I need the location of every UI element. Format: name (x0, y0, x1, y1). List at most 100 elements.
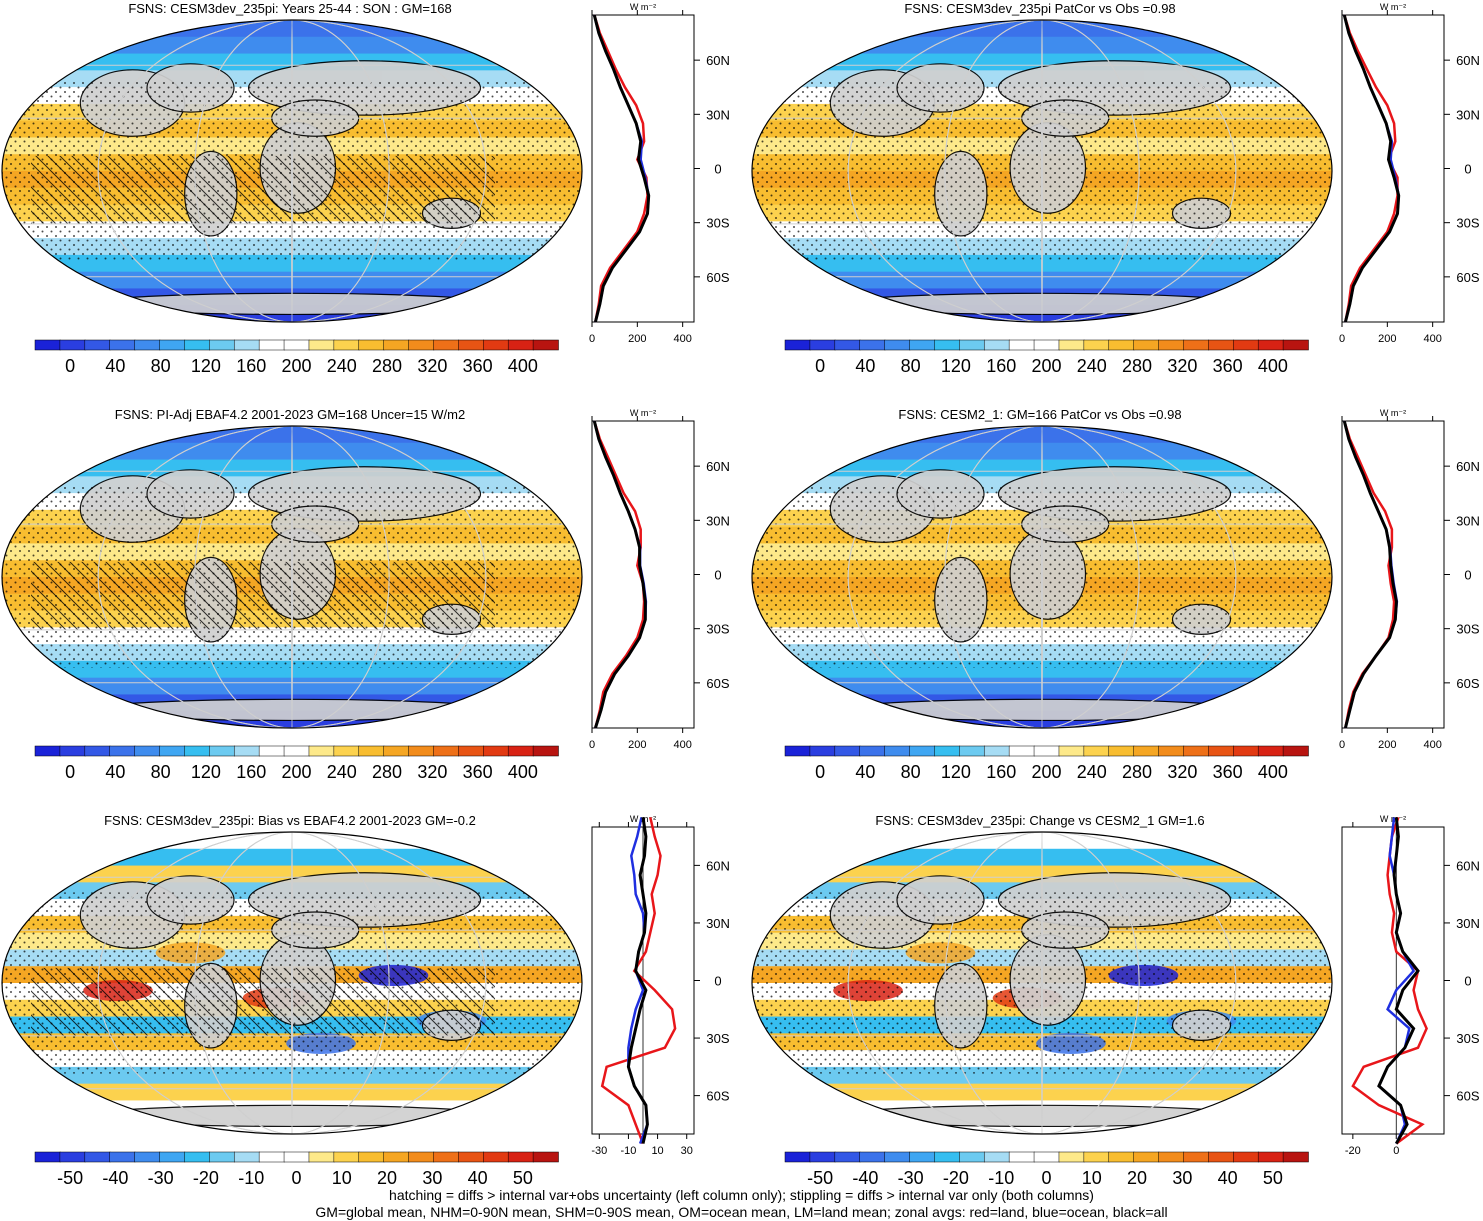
colorbar-swatch (1158, 745, 1185, 757)
lat-tick-label: 60S (1456, 270, 1479, 285)
hatching (31, 155, 495, 224)
lat-tick-label: 30S (706, 216, 729, 231)
colorbar-swatch (1257, 339, 1284, 351)
zonal-xtick-label: 200 (1378, 739, 1396, 751)
colorbar-tick-label: -20 (943, 1168, 969, 1188)
colorbar-swatch (1133, 745, 1160, 757)
lat-tick-label: 30S (706, 622, 729, 637)
colorbar-swatch (59, 1151, 86, 1163)
colorbar-swatch (483, 339, 509, 351)
colorbar-swatch (532, 339, 559, 351)
zonal-xtick-label: 400 (673, 333, 691, 345)
colorbar-swatch (84, 339, 111, 351)
zonal-xtick-label: 0 (589, 739, 595, 751)
zonal-panel: 60N 30N 0 30S 60S 0 200 400 W m⁻² (1339, 408, 1480, 751)
graticule-meridian (847, 20, 1237, 322)
colorbar-swatch (809, 339, 836, 351)
colorbar-swatch (458, 745, 485, 757)
colorbar-swatch (483, 1151, 509, 1163)
colorbar-swatch (333, 745, 360, 757)
colorbar-tick-label: 10 (1082, 1168, 1102, 1188)
map-field (752, 426, 1332, 728)
colorbar-swatch (1108, 339, 1135, 351)
map-field (752, 832, 1332, 1134)
colorbar-swatch (884, 339, 911, 351)
zonal-unit-label: W m⁻² (1380, 2, 1406, 12)
colorbar-swatch (1183, 339, 1210, 351)
colorbar-tick-label: 160 (236, 762, 266, 782)
zonal-xtick-label: -10 (620, 1145, 636, 1157)
map-outline (1, 19, 583, 323)
colorbar-tick-label: 0 (65, 762, 75, 782)
colorbar-swatch (1083, 339, 1110, 351)
colorbar-tick-label: 200 (1031, 356, 1061, 376)
colorbar-swatch (34, 1151, 61, 1163)
hatching (31, 967, 495, 1036)
graticule-meridian (847, 832, 1237, 1134)
colorbar-tick-label: 240 (1077, 762, 1107, 782)
zonal-panel: 60N 30N 0 30S 60S 0 200 400 W m⁻² (1339, 2, 1480, 345)
map-field (752, 20, 1332, 322)
colorbar-swatch (1058, 339, 1085, 351)
lat-tick-label: 30S (1456, 1031, 1479, 1046)
colorbar-swatch (59, 339, 86, 351)
colorbar-swatch (433, 339, 460, 351)
map-field (2, 426, 582, 728)
colorbar-swatch (1208, 339, 1235, 351)
colorbar-swatch (109, 745, 136, 757)
colorbar-tick-label: 30 (422, 1168, 442, 1188)
panel-6: FSNS: CESM3dev_235pi: Change vs CESM2_1 … (751, 813, 1480, 1188)
colorbar-tick-label: 160 (986, 762, 1016, 782)
zonal-series-land (600, 817, 677, 1145)
colorbar-swatch (1083, 1151, 1110, 1163)
colorbar-swatch (159, 745, 186, 757)
colorbar-tick-label: 80 (151, 356, 171, 376)
zonal-series-all (1342, 420, 1398, 729)
colorbar-swatch (1133, 1151, 1160, 1163)
panel-title: FSNS: PI-Adj EBAF4.2 2001-2023 GM=168 Un… (115, 407, 465, 422)
colorbar-swatch (34, 339, 61, 351)
colorbar-tick-label: 320 (1167, 356, 1197, 376)
colorbar-swatch (433, 1151, 460, 1163)
colorbar-swatch (934, 339, 961, 351)
colorbar-tick-label: 200 (1031, 762, 1061, 782)
zonal-panel: 60N 30N 0 30S 60S 0 200 400 W m⁻² (589, 408, 730, 751)
colorbar-swatch (184, 339, 211, 351)
colorbar-swatch (1058, 745, 1085, 757)
colorbar-tick-label: 80 (901, 356, 921, 376)
hatching (31, 561, 495, 630)
colorbar-swatch (84, 1151, 111, 1163)
graticule-meridian (97, 426, 487, 728)
colorbar-tick-label: -40 (102, 1168, 128, 1188)
colorbar-tick-label: 50 (513, 1168, 533, 1188)
zonal-unit-label: W m⁻² (630, 2, 656, 12)
colorbar-swatch (959, 745, 985, 757)
zonal-xtick-label: 10 (651, 1145, 663, 1157)
graticule-meridian (97, 832, 487, 1134)
colorbar-tick-label: 0 (815, 762, 825, 782)
colorbar-swatch (834, 339, 861, 351)
colorbar-swatch (34, 745, 61, 757)
colorbar-swatch (358, 339, 385, 351)
colorbar-tick-label: 280 (1122, 762, 1152, 782)
colorbar-swatch (159, 1151, 186, 1163)
colorbar-swatch (1183, 1151, 1210, 1163)
colorbar-swatch (333, 1151, 360, 1163)
panel-title: FSNS: CESM3dev_235pi: Years 25-44 : SON … (128, 1, 451, 16)
colorbar-tick-label: 360 (1213, 762, 1243, 782)
colorbar-swatch (959, 1151, 985, 1163)
colorbar-tick-label: -50 (57, 1168, 83, 1188)
colorbar-swatch (383, 339, 410, 351)
lat-tick-label: 30N (706, 513, 730, 528)
colorbar-tick-label: -10 (238, 1168, 264, 1188)
colorbar-tick-label: 400 (508, 762, 538, 782)
lat-tick-label: 60N (706, 459, 730, 474)
colorbar-swatch (408, 745, 435, 757)
caption-means-note: GM=global mean, NHM=0-90N mean, SHM=0-90… (315, 1204, 1168, 1220)
colorbar-swatch (383, 745, 410, 757)
panel-2: FSNS: CESM3dev_235pi PatCor vs Obs =0.98… (751, 1, 1480, 376)
graticule-meridian (944, 20, 1140, 322)
colorbar-tick-label: 360 (1213, 356, 1243, 376)
panel-title: FSNS: CESM3dev_235pi: Bias vs EBAF4.2 20… (104, 813, 476, 828)
colorbar-tick-label: 240 (327, 356, 357, 376)
